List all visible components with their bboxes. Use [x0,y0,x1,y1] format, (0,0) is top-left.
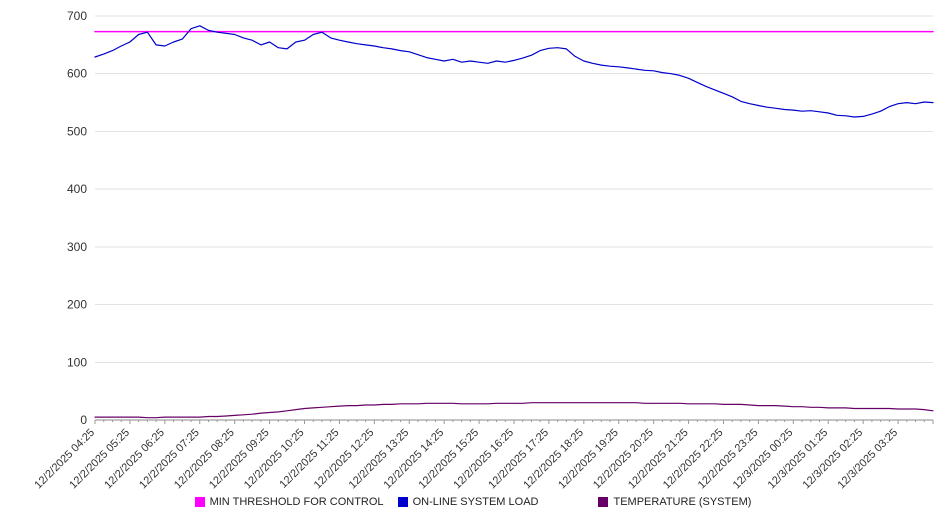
x-axis-tick-label: 12/2/2025 04:25 [32,427,97,490]
x-axis-tick-label: 12/2/2025 07:25 [137,427,202,490]
x-axis-tick-label: 12/3/2025 03:25 [835,427,900,490]
x-axis-tick-label: 12/2/2025 19:25 [556,427,621,490]
x-axis-tick-label: 12/2/2025 09:25 [207,427,272,490]
series-line-2 [94,402,934,419]
x-axis-tick-label: 12/2/2025 22:25 [661,427,726,490]
x-axis-tick-label: 12/3/2025 00:25 [731,427,796,490]
gridlines [95,15,933,421]
y-axis-tick-label: 0 [80,413,87,427]
x-axis-ticks [94,420,934,424]
y-axis-tick-label: 500 [67,124,87,138]
x-axis-tick-label: 12/2/2025 13:25 [347,427,412,490]
legend-item-temperature-system: TEMPERATURE (SYSTEM) [598,496,751,508]
y-axis-tick-label: 600 [67,67,87,81]
x-axis-tick-label: 12/3/2025 02:25 [801,427,866,490]
legend-label-temperature-system: TEMPERATURE (SYSTEM) [613,496,752,508]
x-axis-tick-label: 12/2/2025 11:25 [277,427,341,490]
x-axis-tick-label: 12/2/2025 21:25 [626,427,691,490]
x-axis-tick-label: 12/2/2025 16:25 [451,427,516,490]
x-axis-tick-label: 12/2/2025 23:25 [696,427,761,490]
x-axis-tick-label: 12/2/2025 05:25 [67,427,132,490]
legend-label-min-threshold: MIN THRESHOLD FOR CONTROL [209,496,384,508]
legend-label-online-system-load: ON-LINE SYSTEM LOAD [412,496,539,508]
x-axis-tick-label: 12/2/2025 08:25 [172,427,237,490]
chart-legend: MIN THRESHOLD FOR CONTROL ON-LINE SYSTEM… [0,496,946,508]
legend-swatch-online-system-load-icon [397,497,408,507]
y-axis-tick-label: 400 [67,182,87,196]
y-axis-tick-label: 300 [67,240,87,254]
x-axis-tick-label: 12/2/2025 14:25 [382,427,447,490]
x-axis-tick-label: 12/3/2025 01:25 [766,427,831,490]
x-axis-tick-label: 12/2/2025 10:25 [242,427,307,490]
y-axis-tick-label: 200 [67,298,87,312]
y-axis-tick-labels: 0 100 200 300 400 500 600 700 [67,9,87,427]
x-axis-tick-label: 12/2/2025 18:25 [521,427,586,490]
y-axis-tick-label: 100 [67,355,87,369]
x-axis-tick-label: 12/2/2025 20:25 [591,427,656,490]
x-axis-tick-label: 12/2/2025 15:25 [416,427,481,490]
series-line-1 [94,25,934,118]
x-axis-tick-label: 12/2/2025 17:25 [486,427,551,490]
legend-swatch-min-threshold-icon [194,497,205,507]
legend-item-min-threshold: MIN THRESHOLD FOR CONTROL [194,496,384,508]
x-axis-tick-label: 12/2/2025 06:25 [102,427,167,490]
legend-swatch-temperature-system-icon [598,497,609,507]
x-axis-tick-label: 12/2/2025 12:25 [312,427,377,490]
legend-item-online-system-load: ON-LINE SYSTEM LOAD [397,496,539,508]
y-axis-tick-label: 700 [67,9,87,23]
